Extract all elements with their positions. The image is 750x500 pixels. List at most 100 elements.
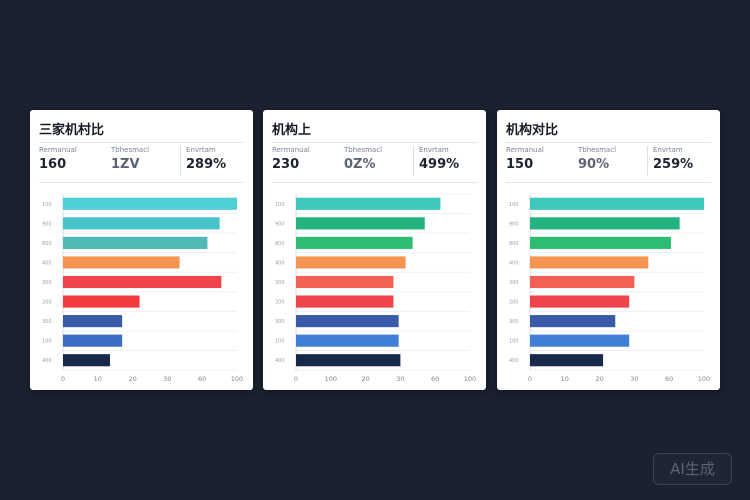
x-tick-label: 100: [231, 375, 243, 383]
stat-label: Tbhesmacl: [111, 146, 150, 154]
stat-label: Rermanual: [506, 146, 544, 154]
y-tick-label: 400: [42, 358, 52, 364]
stat-label: Envrtam: [186, 146, 216, 154]
bar: [63, 315, 123, 328]
y-tick-label: 400: [509, 358, 519, 364]
bar: [296, 256, 406, 269]
y-tick-label: 800: [275, 241, 285, 247]
y-tick-label: 200: [42, 300, 52, 306]
x-tick-label: 20: [128, 375, 136, 383]
y-tick-label: 300: [42, 280, 52, 286]
divider: [506, 182, 711, 183]
bar: [63, 334, 123, 347]
y-tick-label: 100: [275, 339, 285, 345]
card-title: 机构对比: [506, 123, 559, 138]
x-tick-label: 60: [198, 375, 206, 383]
x-tick-label: 30: [630, 375, 638, 383]
stat-value: 230: [272, 157, 300, 172]
y-tick-label: 900: [509, 221, 519, 227]
x-tick-label: 0: [528, 375, 532, 383]
bar: [530, 275, 635, 289]
bar: [530, 217, 680, 230]
card-title: 机构上: [272, 123, 312, 138]
stat-value: 289%: [186, 157, 227, 172]
bar-chart: 100 900 800 400 300 200 300 100 400 0 10 20 30 60 100: [42, 193, 243, 383]
x-tick-label: 30: [396, 375, 404, 383]
stat-3: Envrtam 499%: [413, 146, 485, 176]
y-tick-label: 300: [42, 319, 52, 325]
y-tick-label: 200: [509, 300, 519, 306]
bar: [63, 217, 220, 230]
x-tick-label: 0: [294, 375, 298, 383]
stat-value: 160: [39, 157, 67, 172]
x-tick-label: 10: [561, 375, 569, 383]
y-tick-label: 400: [275, 358, 285, 364]
bar: [63, 275, 222, 289]
stat-3: Envrtam 289%: [180, 146, 252, 176]
x-tick-label: 100: [698, 375, 710, 383]
bar: [63, 256, 180, 269]
y-tick-label: 200: [275, 300, 285, 306]
bar: [530, 236, 671, 249]
y-tick-label: 100: [509, 339, 519, 345]
divider: [39, 142, 244, 143]
y-tick-label: 100: [42, 202, 52, 208]
divider: [506, 142, 711, 143]
ai-generated-badge: AI生成: [653, 453, 732, 485]
x-tick-label: 20: [595, 375, 603, 383]
divider: [272, 182, 477, 183]
y-tick-label: 800: [42, 241, 52, 247]
stat-label: Envrtam: [653, 146, 683, 154]
stat-1: Rermanual 150: [506, 146, 572, 172]
bar: [530, 334, 630, 347]
y-tick-label: 100: [509, 202, 519, 208]
chart-card-1: 三家机村比 Rermanual 160 Tbhesmacl 1ZV Envrta…: [30, 110, 253, 390]
stat-2: Tbhesmacl 0Z%: [344, 146, 410, 172]
chart-card-3: 机构对比 Rermanual 150 Tbhesmacl 90% Envrtam…: [497, 110, 720, 390]
stat-value: 1ZV: [111, 157, 140, 172]
x-tick-label: 10: [94, 375, 102, 383]
stat-value: 90%: [578, 157, 610, 172]
bar: [530, 315, 616, 328]
card-title: 三家机村比: [39, 123, 105, 138]
y-tick-label: 800: [509, 241, 519, 247]
stat-label: Rermanual: [272, 146, 310, 154]
stat-2: Tbhesmacl 90%: [578, 146, 644, 172]
bar: [296, 217, 425, 230]
bar: [296, 275, 394, 289]
bar: [296, 334, 399, 347]
stat-label: Tbhesmacl: [344, 146, 383, 154]
y-tick-label: 400: [275, 260, 285, 266]
stat-value: 259%: [653, 157, 694, 172]
bar: [530, 354, 604, 367]
chart-card-2: 机构上 Rermanual 230 Tbhesmacl 0Z% Envrtam …: [263, 110, 486, 390]
x-tick-label: 30: [163, 375, 171, 383]
y-tick-label: 900: [42, 221, 52, 227]
x-tick-label: 100: [464, 375, 476, 383]
stat-label: Tbhesmacl: [578, 146, 617, 154]
y-tick-label: 300: [509, 319, 519, 325]
bar: [63, 354, 110, 367]
bar: [530, 197, 704, 210]
x-tick-label: 100: [325, 375, 337, 383]
divider: [272, 142, 477, 143]
y-tick-label: 100: [42, 339, 52, 345]
stat-value: 0Z%: [344, 157, 376, 172]
bar: [296, 236, 413, 249]
bar: [63, 236, 208, 249]
y-tick-label: 400: [509, 260, 519, 266]
bar: [63, 197, 237, 210]
stat-label: Envrtam: [419, 146, 449, 154]
divider: [39, 182, 244, 183]
bar: [530, 256, 649, 269]
bar-chart: 100 900 800 400 300 200 300 100 400 0 10 20 30 60 100: [509, 193, 710, 383]
bar: [296, 295, 394, 308]
bar: [296, 315, 399, 328]
stat-1: Rermanual 230: [272, 146, 338, 172]
stat-2: Tbhesmacl 1ZV: [111, 146, 177, 172]
y-tick-label: 400: [42, 260, 52, 266]
stat-3: Envrtam 259%: [647, 146, 719, 176]
bar: [296, 354, 401, 367]
bar: [530, 295, 630, 308]
